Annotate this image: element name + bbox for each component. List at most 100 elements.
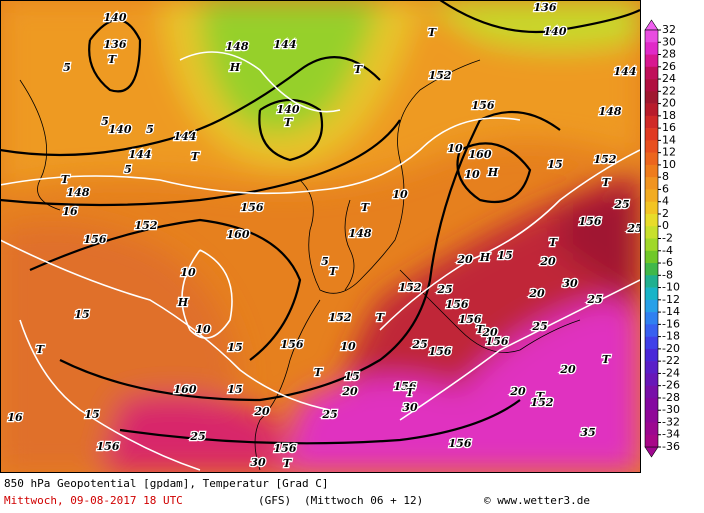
contour-label: T <box>476 323 485 336</box>
contour-label: 20 <box>509 385 526 398</box>
contour-label: 30 <box>250 456 266 469</box>
contour-label: H <box>479 251 491 264</box>
contour-label: 160 <box>227 228 250 241</box>
colorbar-segment <box>645 201 658 215</box>
colorbar-tick-label: -18 <box>662 330 680 343</box>
contour-label: 10 <box>340 340 356 353</box>
contour-label: 5 <box>124 163 132 176</box>
colorbar-tick-label: 2 <box>662 207 669 220</box>
contour-label: 144 <box>274 38 297 51</box>
colorbar-tick-label: -28 <box>662 391 680 404</box>
colorbar-segment <box>645 164 658 178</box>
contour-label: H <box>487 166 499 179</box>
colorbar-tick-label: 24 <box>662 72 676 85</box>
contour-label: 5 <box>101 115 109 128</box>
contour-label: 152 <box>399 281 422 294</box>
contour-label: 15 <box>497 249 512 262</box>
colorbar-tick-label: -36 <box>662 440 680 453</box>
contour-label: 25 <box>531 320 547 333</box>
colorbar-segment <box>645 152 658 166</box>
colorbar-tick-label: -10 <box>662 281 680 294</box>
contour-label: 140 <box>544 25 567 38</box>
colorbar-tick-label: -32 <box>662 415 680 428</box>
footer-title: 850 hPa Geopotential [gpdam], Temperatur… <box>4 477 329 490</box>
contour-label: 156 <box>281 338 304 351</box>
contour-label: 156 <box>459 313 482 326</box>
contour-label: 25 <box>586 293 602 306</box>
contour-label: 136 <box>534 1 557 14</box>
contour-label: 148 <box>226 40 249 53</box>
colorbar-segment <box>645 434 658 448</box>
contour-label: 30 <box>562 277 578 290</box>
contour-label: T <box>602 176 611 189</box>
contour-label: 152 <box>429 69 452 82</box>
colorbar-segment <box>645 324 658 337</box>
colorbar-segment <box>645 140 658 153</box>
contour-label: 5 <box>146 123 154 136</box>
footer-credit: © www.wetter3.de <box>484 494 590 507</box>
colorbar-tick-label: 6 <box>662 182 669 195</box>
colorbar-tick-label: 18 <box>662 109 676 122</box>
contour-label: T <box>602 353 611 366</box>
colorbar-tick-label: 4 <box>662 195 669 208</box>
contour-label: 152 <box>135 219 158 232</box>
contour-label: T <box>314 366 323 379</box>
colorbar-segment <box>645 238 658 252</box>
contour-label: 140 <box>109 123 132 136</box>
colorbar-tick-label: -2 <box>662 232 673 245</box>
contour-label: 148 <box>349 227 372 240</box>
contour-label: 35 <box>580 426 595 439</box>
colorbar-segment <box>645 128 658 141</box>
colorbar-segment <box>645 263 658 276</box>
contour-label: 156 <box>429 345 452 358</box>
contour-label: 25 <box>626 222 642 235</box>
contour-label: 156 <box>579 215 602 228</box>
contour-label: 15 <box>227 341 242 354</box>
contour-label: 160 <box>174 383 197 396</box>
colorbar-tick-label: -26 <box>662 379 680 392</box>
colorbar-tick-label: -4 <box>662 244 673 257</box>
contour-label: T <box>284 116 293 129</box>
colorbar-tick-label: 32 <box>662 23 676 36</box>
colorbar-tick-label: -34 <box>662 428 680 441</box>
contour-label: 5 <box>321 255 329 268</box>
colorbar-segment <box>645 54 658 68</box>
colorbar-segment <box>645 336 658 350</box>
contour-label: 10 <box>447 142 463 155</box>
contour-label: 20 <box>341 385 358 398</box>
contour-label: 15 <box>74 308 89 321</box>
contour-label: 20 <box>559 363 576 376</box>
contour-label: T <box>329 265 338 278</box>
contour-label: 15 <box>84 408 99 421</box>
colorbar-tick-label: -16 <box>662 317 680 330</box>
contour-label: T <box>283 457 292 470</box>
contour-label: 20 <box>539 255 556 268</box>
colorbar-tick-label: 22 <box>662 84 676 97</box>
contour-label: T <box>536 390 545 403</box>
contour-label: H <box>229 61 241 74</box>
contour-label: T <box>108 53 117 66</box>
contour-label: 15 <box>547 158 562 171</box>
coastlines <box>19 59 581 471</box>
contour-label: T <box>61 173 70 186</box>
contour-label: 152 <box>531 396 554 409</box>
contour-label: 10 <box>464 168 480 181</box>
colorbar-segment <box>645 422 658 436</box>
colorbar-segment <box>645 30 658 43</box>
contour-label: 144 <box>614 65 637 78</box>
contour-label: 5 <box>63 61 71 74</box>
colorbar-segment <box>645 91 658 104</box>
colorbar-segment <box>645 42 658 55</box>
colorbar-tick-label: 14 <box>662 133 676 146</box>
colorbar-segment <box>645 213 658 227</box>
contour-label: 160 <box>469 148 492 161</box>
contour-label: 152 <box>594 153 617 166</box>
contour-label: T <box>191 150 200 163</box>
colorbar-tick-label: -24 <box>662 366 680 379</box>
colorbar-segment <box>645 287 658 301</box>
contour-label: 144 <box>174 130 197 143</box>
colorbar-tick-label: -14 <box>662 305 680 318</box>
contour-label: 156 <box>84 233 107 246</box>
